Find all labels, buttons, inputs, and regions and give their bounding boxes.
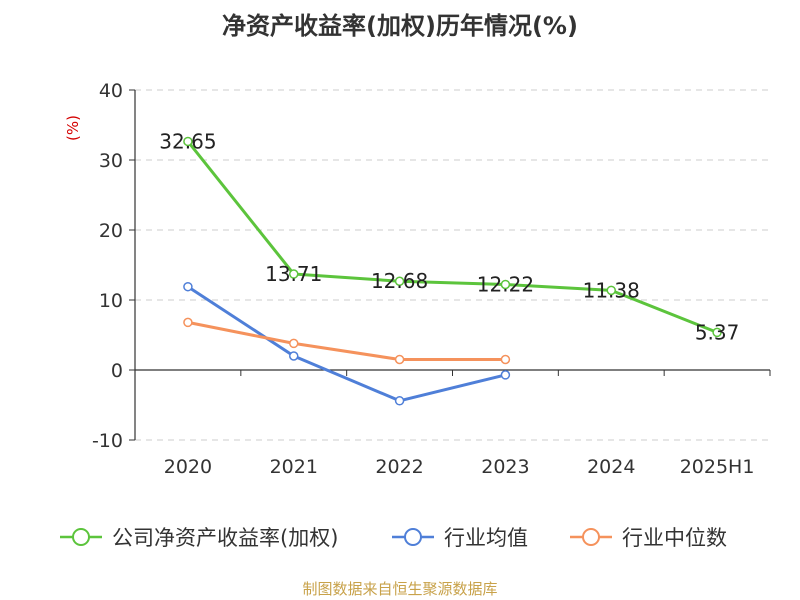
- data-labels: 32.65 13.71 12.68 12.22 11.38 5.37: [159, 129, 739, 344]
- data-point[interactable]: [289, 338, 299, 349]
- x-tick-label: 2022: [375, 456, 423, 478]
- data-point[interactable]: [183, 136, 193, 147]
- y-tick-label: 10: [99, 290, 123, 312]
- data-point[interactable]: [289, 351, 299, 361]
- data-point[interactable]: [500, 354, 511, 365]
- x-tick-label: 2024: [587, 456, 635, 478]
- data-point[interactable]: [289, 269, 299, 279]
- data-label: 13.71: [265, 262, 322, 286]
- legend-marker: [404, 528, 422, 546]
- data-point[interactable]: [394, 276, 405, 286]
- data-point[interactable]: [500, 279, 511, 290]
- data-point[interactable]: [712, 327, 722, 338]
- legend-marker: [582, 528, 600, 546]
- data-label: 12.22: [477, 272, 534, 296]
- legend-marker: [72, 528, 90, 546]
- chart-title: 净资产收益率(加权)历年情况(%): [222, 12, 578, 40]
- legend-item[interactable]: 行业中位数: [570, 526, 727, 550]
- grid-lines: [135, 89, 770, 441]
- data-label: 5.37: [695, 320, 740, 344]
- data-label: 32.65: [159, 129, 216, 153]
- y-axis-label: (%): [64, 115, 82, 141]
- data-point[interactable]: [183, 281, 193, 292]
- legend-label: 行业中位数: [622, 526, 727, 550]
- series-line: [187, 320, 506, 361]
- x-tick-label: 2023: [481, 456, 529, 478]
- data-point[interactable]: [500, 370, 511, 380]
- series-line: [186, 140, 718, 334]
- data-point[interactable]: [394, 354, 405, 365]
- legend-item[interactable]: 行业均值: [392, 526, 528, 550]
- data-label: 12.68: [371, 269, 428, 293]
- x-tick-label: 2021: [270, 456, 318, 478]
- data-point[interactable]: [606, 285, 616, 296]
- data-label: 11.38: [583, 278, 640, 302]
- axes: -10 0 10 20 30 40 2020 2021 2022 2023 2024 2025H1: [92, 80, 771, 478]
- data-point[interactable]: [183, 317, 193, 328]
- x-tick-label: 2025H1: [680, 456, 755, 478]
- data-point[interactable]: [394, 396, 405, 406]
- y-tick-label: 40: [99, 80, 123, 102]
- legend-item[interactable]: 公司净资产收益率(加权): [60, 526, 338, 550]
- series-line: [187, 285, 506, 403]
- y-tick-label: 30: [99, 150, 123, 172]
- y-tick-label: 20: [99, 220, 123, 242]
- x-tick-label: 2020: [164, 456, 212, 478]
- source-note: 制图数据来自恒生聚源数据库: [302, 580, 498, 598]
- series: [183, 136, 722, 406]
- legend-label: 行业均值: [444, 526, 528, 550]
- y-tick-label: 0: [111, 360, 123, 382]
- y-tick-label: -10: [92, 430, 123, 452]
- legend[interactable]: 公司净资产收益率(加权) 行业均值 行业中位数: [60, 526, 727, 550]
- legend-label: 公司净资产收益率(加权): [112, 526, 338, 550]
